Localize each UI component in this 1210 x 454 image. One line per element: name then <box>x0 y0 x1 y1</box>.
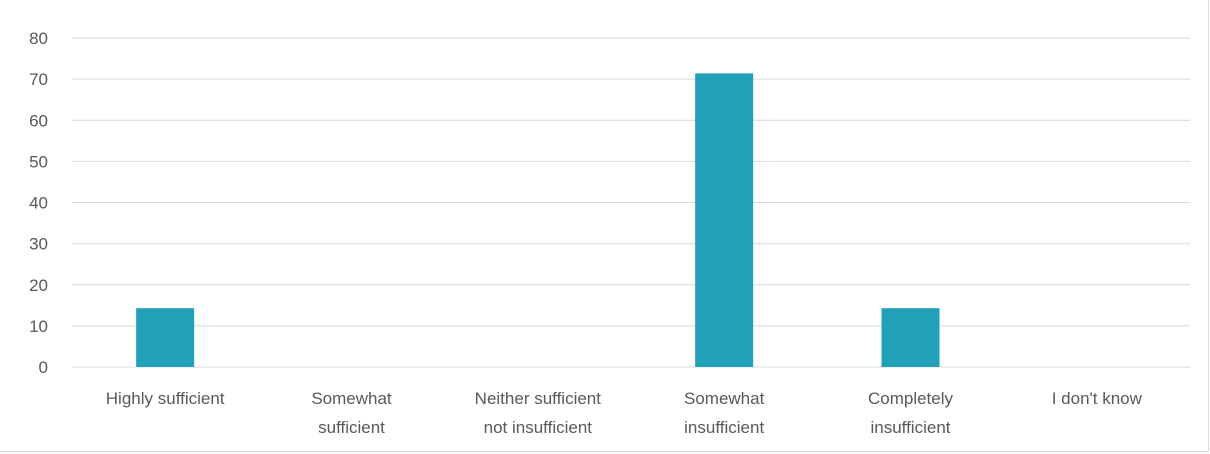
y-tick-label: 10 <box>29 317 48 336</box>
y-axis-tick-labels: 0 10 20 30 40 50 60 70 80 <box>29 29 48 377</box>
x-axis-category-labels: Highly sufficient Somewhat sufficient Neith… <box>106 389 1143 437</box>
bar <box>881 308 940 367</box>
x-category-label: I don't know <box>1052 389 1143 408</box>
x-category-label: Completely <box>868 389 954 408</box>
y-tick-label: 40 <box>29 194 48 213</box>
y-tick-label: 30 <box>29 235 48 254</box>
y-tick-label: 70 <box>29 70 48 89</box>
x-category-label: Somewhat <box>311 389 392 408</box>
x-category-label: sufficient <box>318 418 385 437</box>
x-category-label: Neither sufficient <box>475 389 602 408</box>
y-tick-label: 60 <box>29 111 48 130</box>
bar <box>695 73 754 368</box>
x-category-label: insufficient <box>870 418 950 437</box>
y-tick-label: 80 <box>29 29 48 48</box>
y-tick-label: 0 <box>39 358 48 377</box>
x-category-label: not insufficient <box>484 418 593 437</box>
gridlines <box>72 37 1190 368</box>
y-tick-label: 20 <box>29 276 48 295</box>
bar <box>136 308 195 367</box>
y-tick-label: 50 <box>29 152 48 171</box>
bars <box>136 73 940 368</box>
x-category-label: Somewhat <box>684 389 765 408</box>
x-category-label: insufficient <box>684 418 764 437</box>
x-category-label: Highly sufficient <box>106 389 225 408</box>
